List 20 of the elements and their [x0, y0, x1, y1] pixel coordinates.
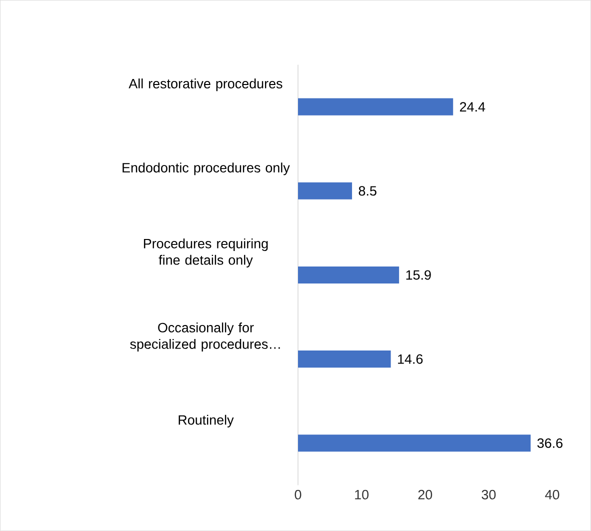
data-label: 15.9 — [406, 270, 431, 280]
data-label: 14.6 — [398, 354, 423, 364]
x-tick-label: 30 — [482, 490, 496, 500]
x-tick-label: 40 — [545, 490, 560, 500]
data-label: 24.4 — [460, 102, 486, 112]
x-tick-label: 20 — [418, 490, 432, 500]
data-label: 8.5 — [358, 186, 376, 196]
bar — [298, 182, 352, 200]
y-tick-label: Endodontic procedures only — [122, 162, 290, 176]
bar — [298, 434, 531, 452]
y-tick-label: All restorative procedures — [128, 78, 282, 92]
y-tick-label: Occasionally for specialized procedures… — [130, 322, 280, 352]
y-tick-label: Routinely — [178, 414, 234, 428]
bar — [298, 98, 454, 116]
data-label: 36.6 — [537, 438, 562, 448]
x-tick-label: 10 — [355, 490, 369, 500]
bar — [298, 350, 391, 368]
x-tick-label: 0 — [294, 490, 302, 500]
bar — [298, 266, 400, 284]
y-tick-label: Procedures requiring fine details only — [144, 238, 268, 268]
